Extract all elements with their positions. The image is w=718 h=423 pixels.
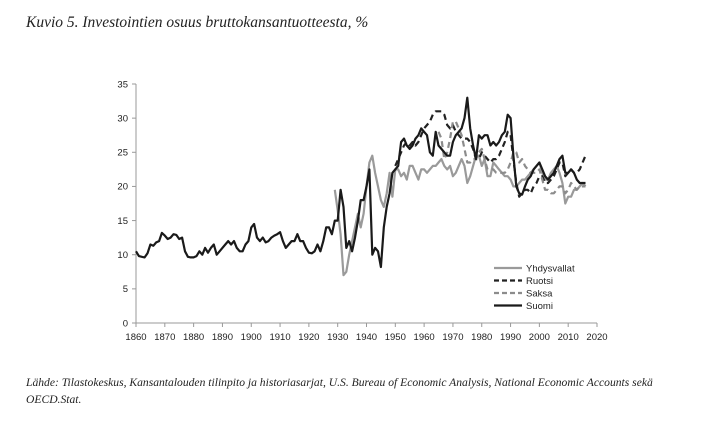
x-tick-label: 1890	[212, 332, 233, 343]
x-tick-label: 1880	[183, 332, 204, 343]
x-tick-label: 2000	[529, 332, 550, 343]
y-tick-label: 0	[123, 318, 128, 329]
x-tick-label: 1930	[327, 332, 348, 343]
x-tick-label: 1980	[471, 332, 492, 343]
x-tick-label: 1990	[500, 332, 521, 343]
y-tick-label: 5	[123, 284, 128, 295]
legend-label-ruotsi: Ruotsi	[526, 276, 553, 287]
legend-label-yhdysvallat: Yhdysvallat	[526, 263, 575, 274]
x-tick-label: 1920	[298, 332, 319, 343]
chart-series-lines	[135, 96, 587, 277]
x-tick-label: 1960	[414, 332, 435, 343]
legend-label-saksa: Saksa	[526, 288, 553, 299]
x-tick-label: 1950	[385, 332, 406, 343]
y-tick-label: 10	[117, 250, 128, 261]
chart-axes: 0 5 10 15 20 25 30 35 1860 1870 1880 1890 1900 1910 19…	[117, 79, 607, 343]
x-tick-label: 1860	[125, 332, 146, 343]
y-tick-label: 25	[117, 148, 128, 159]
x-tick-label: 1910	[269, 332, 290, 343]
y-tick-label: 20	[117, 182, 128, 193]
x-tick-label: 2020	[586, 332, 607, 343]
y-tick-label: 35	[117, 79, 128, 90]
y-tick-label: 30	[117, 113, 128, 124]
figure-title: Kuvio 5. Investointien osuus bruttokansa…	[26, 14, 369, 31]
y-tick-label: 15	[117, 216, 128, 227]
x-tick-label: 1940	[356, 332, 377, 343]
figure-source-note: Lähde: Tilastokeskus, Kansantalouden til…	[26, 376, 653, 406]
x-tick-label: 1870	[154, 332, 175, 343]
series-line-suomi	[135, 96, 586, 269]
series-line-saksa	[437, 120, 586, 195]
x-tick-label: 1970	[442, 332, 463, 343]
x-tick-label: 1900	[241, 332, 262, 343]
series-line-yhdysvallat	[333, 154, 587, 277]
legend-label-suomi: Suomi	[526, 301, 553, 312]
series-line-ruotsi	[394, 110, 587, 198]
x-tick-label: 2010	[558, 332, 579, 343]
